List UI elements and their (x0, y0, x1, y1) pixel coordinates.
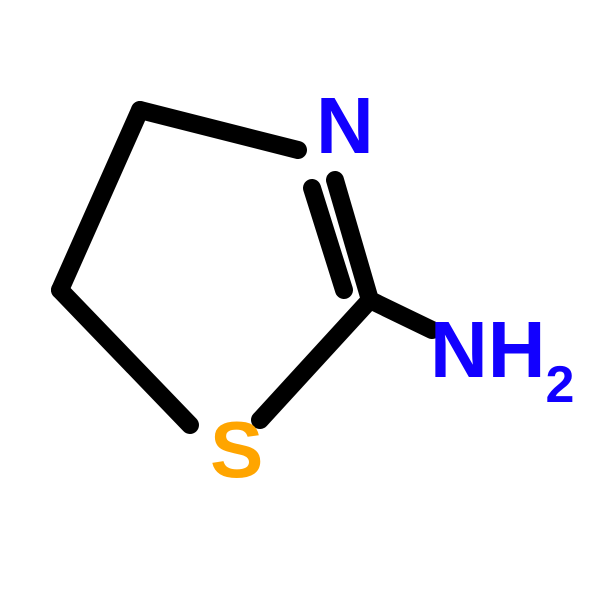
atom-amine-group: NH2 (430, 310, 574, 403)
atom-sulfur-ring: S (210, 410, 263, 490)
bond (60, 290, 190, 425)
atom-nitrogen-ring: N (316, 86, 374, 166)
bond (60, 110, 140, 290)
bond (140, 110, 298, 150)
bond-layer (0, 0, 600, 600)
bond (260, 300, 370, 420)
bond (370, 300, 432, 330)
